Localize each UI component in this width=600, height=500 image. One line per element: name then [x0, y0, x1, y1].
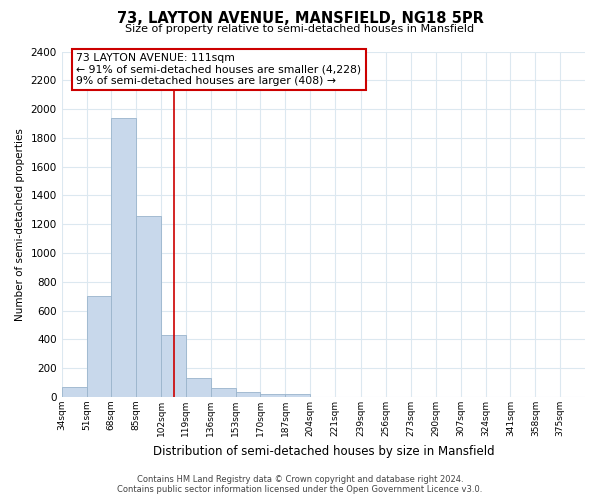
- Bar: [86, 296, 112, 397]
- Bar: [236, 392, 260, 397]
- Text: 73, LAYTON AVENUE, MANSFIELD, NG18 5PR: 73, LAYTON AVENUE, MANSFIELD, NG18 5PR: [116, 11, 484, 26]
- Y-axis label: Number of semi-detached properties: Number of semi-detached properties: [15, 128, 25, 320]
- X-axis label: Distribution of semi-detached houses by size in Mansfield: Distribution of semi-detached houses by …: [152, 444, 494, 458]
- Bar: [112, 118, 136, 397]
- Bar: [62, 387, 86, 397]
- Text: Contains HM Land Registry data © Crown copyright and database right 2024.
Contai: Contains HM Land Registry data © Crown c…: [118, 474, 482, 494]
- Bar: [260, 394, 286, 397]
- Bar: [286, 394, 310, 397]
- Bar: [211, 388, 236, 397]
- Bar: [136, 216, 161, 397]
- Bar: [161, 335, 186, 397]
- Text: Size of property relative to semi-detached houses in Mansfield: Size of property relative to semi-detach…: [125, 24, 475, 34]
- Text: 73 LAYTON AVENUE: 111sqm
← 91% of semi-detached houses are smaller (4,228)
9% of: 73 LAYTON AVENUE: 111sqm ← 91% of semi-d…: [76, 53, 361, 86]
- Bar: [186, 378, 211, 397]
